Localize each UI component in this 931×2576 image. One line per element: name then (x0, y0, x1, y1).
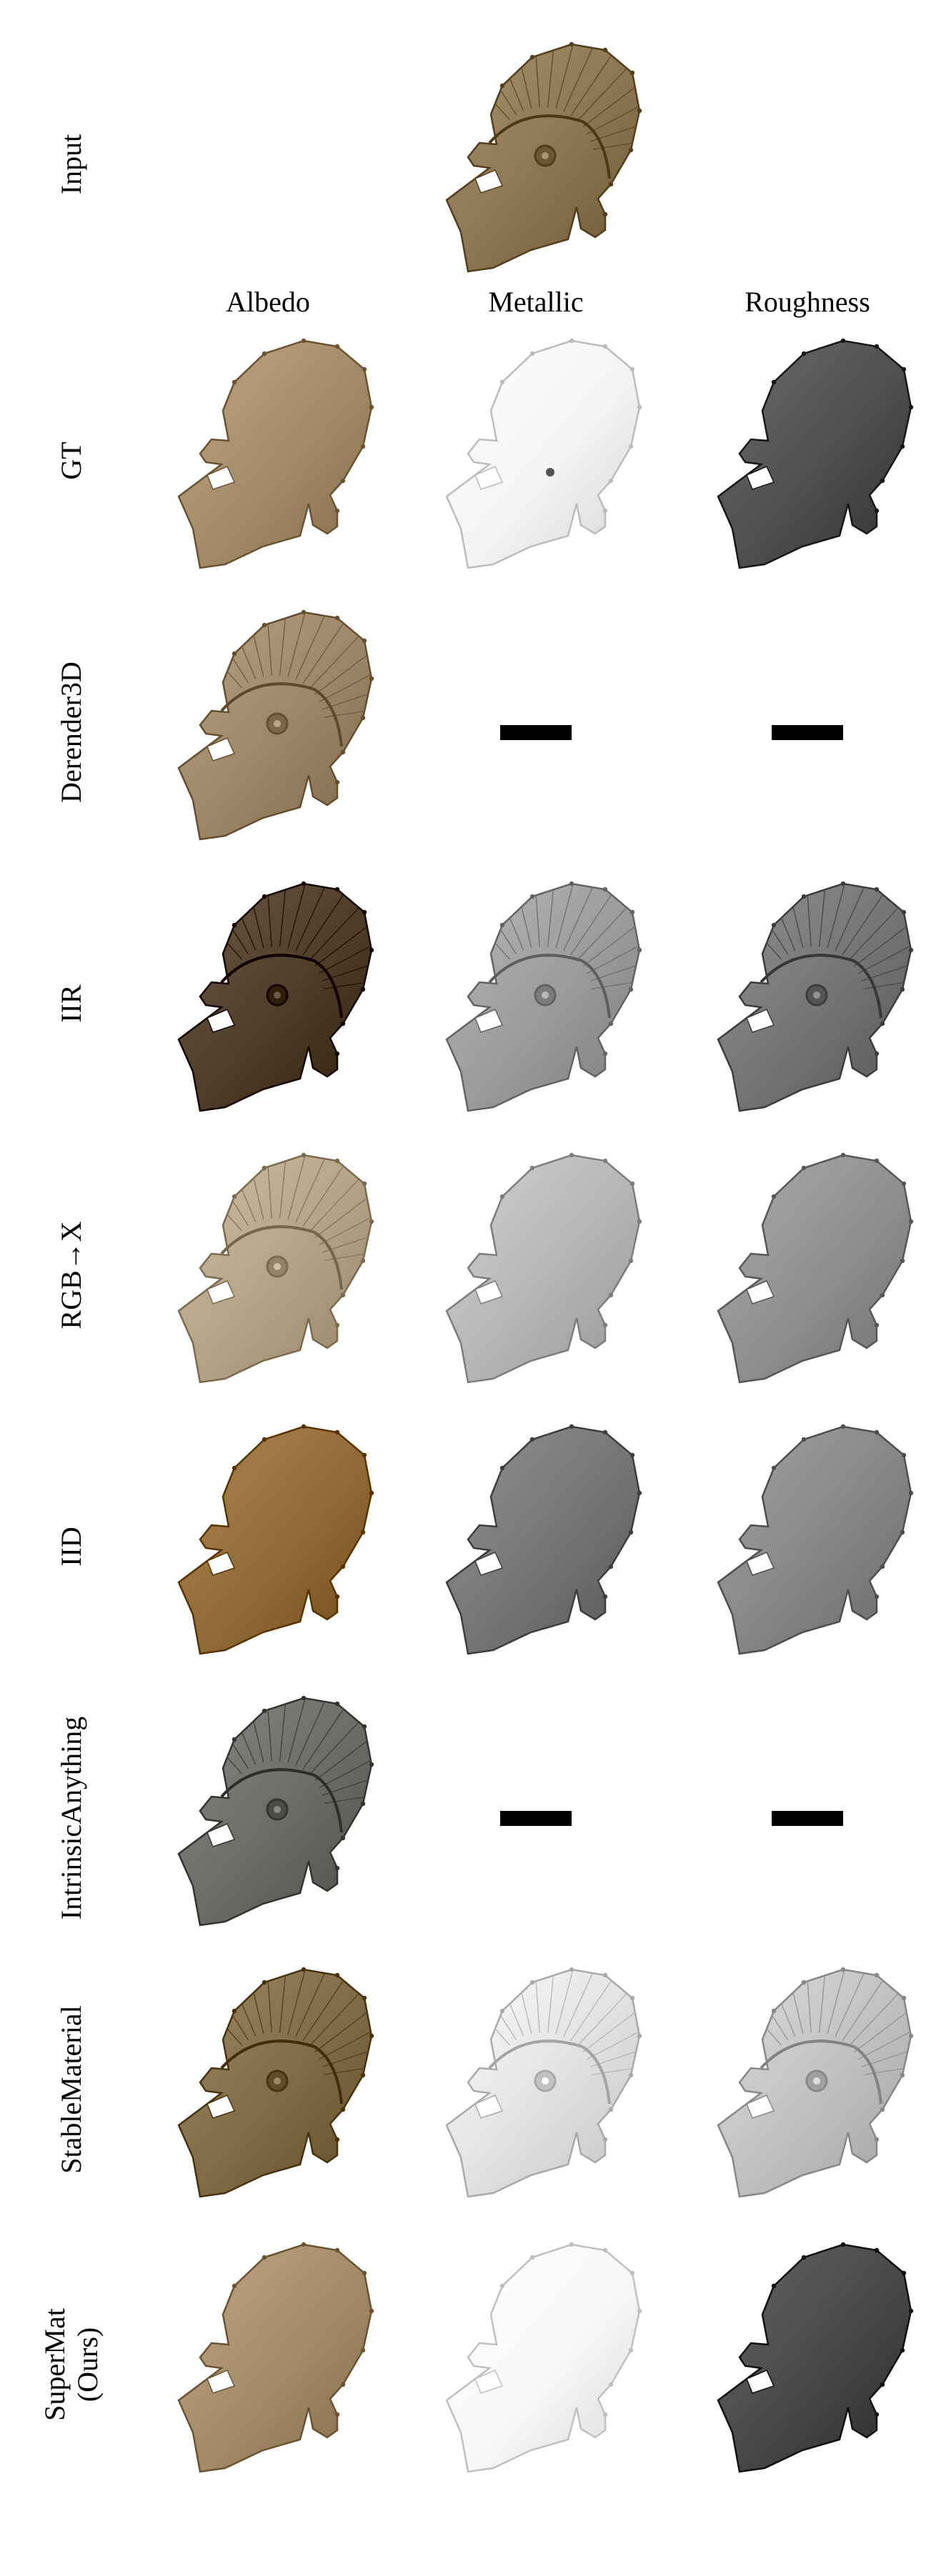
gt-albedo-image (150, 332, 386, 589)
row-label-text: RGB→X (55, 1221, 87, 1329)
rgb-x-albedo-image (150, 1147, 386, 1404)
helmet-image (177, 2242, 374, 2473)
supermat-ours-albedo-image (150, 2236, 386, 2493)
helmet-image (177, 1695, 374, 1927)
unavailable-roughness-bar (772, 725, 843, 740)
iir-albedo-image (150, 875, 386, 1132)
helmet-image (717, 1152, 914, 1384)
column-header-roughness: Roughness (745, 286, 870, 318)
helmet-image (445, 338, 642, 569)
gt-roughness-image (689, 332, 925, 589)
helmet-image (177, 881, 374, 1112)
iid-metallic-image (418, 1418, 654, 1675)
row-label-text: SuperMat (Ours) (39, 2308, 104, 2421)
unavailable-metallic-bar (500, 725, 572, 740)
helmet-image (445, 2242, 642, 2473)
helmet-image (717, 1967, 914, 2198)
gt-metallic-image (418, 332, 654, 589)
helmet-image (177, 1424, 374, 1655)
helmet-image (717, 1424, 914, 1655)
row-label-text: StableMaterial (55, 2005, 87, 2174)
helmet-image (177, 1967, 374, 2198)
derender3d-albedo-image (150, 604, 386, 861)
helmet-image (177, 1152, 374, 1384)
stablematerial-roughness-image (689, 1961, 925, 2218)
rgb-x-metallic-image (418, 1147, 654, 1404)
helmet-image (445, 881, 642, 1112)
stablematerial-metallic-image (418, 1961, 654, 2218)
helmet-image (445, 1152, 642, 1384)
intrinsicanything-albedo-image (150, 1689, 386, 1947)
helmet-image (177, 609, 374, 841)
row-label-text: IntrinsicAnything (55, 1716, 87, 1920)
unavailable-metallic-bar (500, 1811, 572, 1826)
supermat-ours-metallic-image (418, 2236, 654, 2493)
helmet-image (445, 1424, 642, 1655)
row-label-text: IIR (55, 984, 87, 1023)
iid-roughness-image (689, 1418, 925, 1675)
rgb-x-roughness-image (689, 1147, 925, 1404)
helmet-image (717, 338, 914, 569)
input-input-render-image (418, 36, 654, 293)
iir-metallic-image (418, 875, 654, 1132)
iir-roughness-image (689, 875, 925, 1132)
column-header-metallic: Metallic (488, 286, 584, 318)
row-label-text: Input (55, 134, 87, 195)
helmet-image (445, 1967, 642, 2198)
iid-albedo-image (150, 1418, 386, 1675)
unavailable-roughness-bar (772, 1811, 843, 1826)
column-header-albedo: Albedo (226, 286, 310, 318)
helmet-image (717, 881, 914, 1112)
helmet-image (445, 41, 642, 273)
row-label-text: IID (55, 1527, 87, 1567)
row-label-text: Derender3D (55, 662, 87, 803)
stablematerial-albedo-image (150, 1961, 386, 2218)
helmet-image (177, 338, 374, 569)
supermat-ours-roughness-image (689, 2236, 925, 2493)
row-label-text: GT (55, 441, 87, 480)
helmet-image (717, 2242, 914, 2473)
